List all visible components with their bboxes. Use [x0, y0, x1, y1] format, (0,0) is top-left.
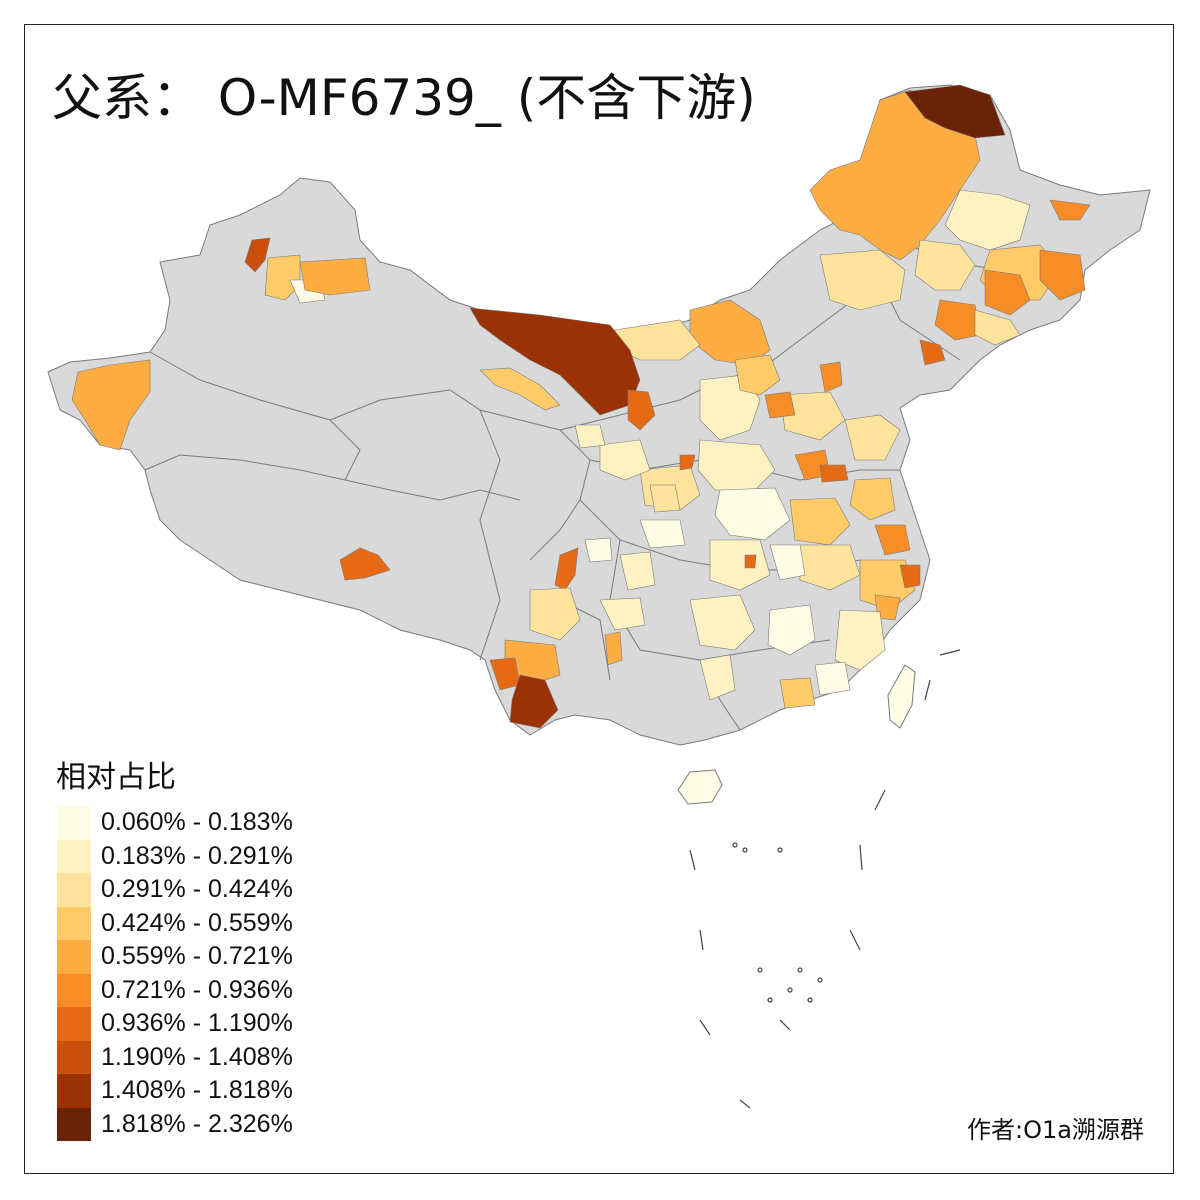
region-shaanxi [679, 454, 696, 471]
legend-swatch [57, 973, 91, 1007]
region-gansu-east [599, 439, 651, 481]
region-nagqu [339, 547, 391, 581]
region-beijing [819, 361, 843, 393]
region-chongqing-2 [584, 537, 613, 563]
region-ningxia [627, 389, 656, 431]
region-chongqing [619, 551, 656, 591]
region-sichuan-east [639, 519, 686, 549]
region-shaanxi-2 [649, 484, 681, 513]
region-alxa [469, 307, 641, 416]
region-zhejiang-1 [859, 559, 916, 611]
legend-item: 1.408% - 1.818% [57, 1074, 293, 1108]
region-liaoning [934, 299, 981, 341]
legend-label: 0.559% - 0.721% [101, 942, 293, 971]
region-shapes [71, 84, 1091, 729]
region-hubei-2 [744, 554, 757, 569]
region-yili [71, 359, 151, 451]
legend-item: 0.424% - 0.559% [57, 906, 293, 940]
south-sea-islands [689, 649, 961, 1109]
region-chengdu [529, 587, 581, 641]
region-mudanjiang [1039, 249, 1086, 301]
region-tacheng [244, 237, 271, 273]
legend-swatch [57, 1040, 91, 1074]
legend-swatch [57, 873, 91, 907]
region-hunan [689, 594, 756, 651]
region-gansu-strip [479, 367, 561, 411]
region-jilin-west [914, 239, 976, 291]
legend-item: 1.190% - 1.408% [57, 1040, 293, 1074]
region-inner-mongolia-c [819, 249, 906, 311]
hainan-island [677, 769, 723, 805]
region-jiangxi [767, 604, 816, 656]
legend-swatch [57, 1107, 91, 1141]
region-xishuangbanna [509, 674, 559, 729]
region-jiangsu-1 [849, 477, 896, 521]
region-guangdong-2 [814, 661, 851, 696]
legend-label: 0.721% - 0.936% [101, 975, 293, 1004]
region-qujing [604, 631, 623, 666]
region-shandong-1 [844, 414, 901, 461]
region-hebei-1 [734, 354, 781, 396]
region-jiamusi [1049, 199, 1091, 221]
region-fujian [834, 609, 886, 671]
map-title: 父系： O-MF6739_ (不含下游) [52, 69, 756, 127]
author-credit: 作者:O1a溯源群 [967, 1116, 1144, 1144]
region-ganzi [554, 547, 579, 591]
legend-item: 0.559% - 0.721% [57, 940, 293, 974]
region-guangdong-1 [779, 677, 816, 709]
legend-label: 0.183% - 0.291% [101, 841, 293, 870]
legend-item: 0.060% - 0.183% [57, 806, 293, 840]
region-hebei-2 [779, 391, 846, 441]
region-jilin [984, 269, 1031, 316]
china-mainland-base [47, 84, 1151, 746]
region-henan-1 [714, 487, 791, 541]
region-guangxi [699, 654, 736, 701]
taiwan-island [887, 664, 916, 729]
region-hebei-3 [764, 391, 796, 419]
region-hubei-1 [709, 539, 771, 591]
region-shandong-3 [819, 464, 849, 483]
legend-item: 0.721% - 0.936% [57, 973, 293, 1007]
legend-label: 0.936% - 1.190% [101, 1009, 293, 1038]
legend-label: 0.060% - 0.183% [101, 808, 293, 837]
legend-swatch [57, 1074, 91, 1108]
region-jiangsu-2 [874, 524, 911, 556]
legend-swatch [57, 906, 91, 940]
region-zhejiang-2 [899, 564, 921, 589]
legend-label: 1.818% - 2.326% [101, 1109, 293, 1138]
legend-swatch [57, 1007, 91, 1041]
region-heilongjiang-east [944, 189, 1031, 251]
region-zhejiang-3 [874, 594, 901, 621]
legend-swatch [57, 806, 91, 840]
legend-title: 相对占比 [56, 760, 176, 795]
legend-label: 0.424% - 0.559% [101, 908, 293, 937]
legend-label: 1.408% - 1.818% [101, 1076, 293, 1105]
legend-label: 1.190% - 1.408% [101, 1042, 293, 1071]
region-qinghai-east [574, 424, 606, 449]
legend: 0.060% - 0.183% 0.183% - 0.291% 0.291% -… [57, 806, 293, 1141]
legend-swatch [57, 940, 91, 974]
region-urumqi-a [264, 254, 301, 301]
legend-item: 0.936% - 1.190% [57, 1007, 293, 1041]
region-guizhou [599, 597, 646, 631]
region-hami [299, 257, 371, 296]
legend-label: 0.291% - 0.424% [101, 875, 293, 904]
region-dalian [919, 339, 946, 366]
region-hubei-3 [769, 544, 806, 581]
legend-item: 0.183% - 0.291% [57, 839, 293, 873]
legend-item: 0.291% - 0.424% [57, 873, 293, 907]
legend-swatch [57, 839, 91, 873]
region-liaoning-2 [974, 309, 1021, 346]
legend-item: 1.818% - 2.326% [57, 1107, 293, 1141]
region-henan-2 [789, 497, 851, 546]
region-mohe [904, 84, 1006, 139]
